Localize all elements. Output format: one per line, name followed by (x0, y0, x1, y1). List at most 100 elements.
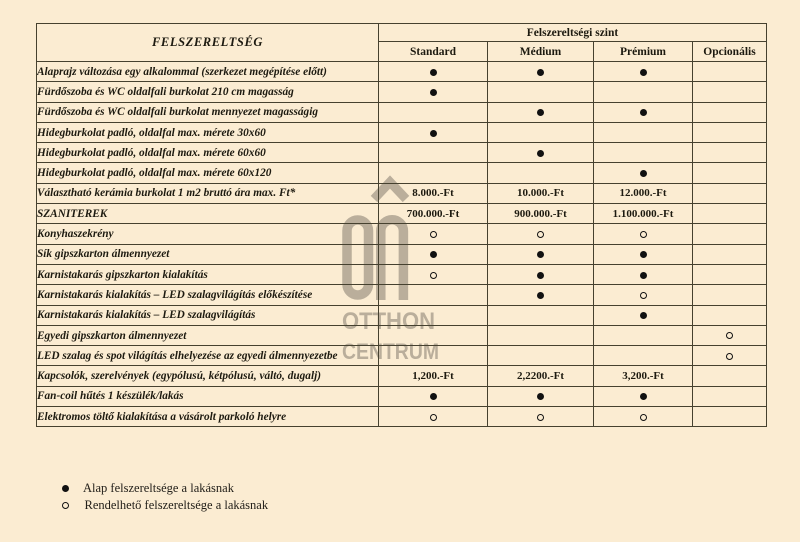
level-cell (487, 101, 594, 123)
level-cell (692, 406, 767, 428)
row-label: Kapcsolók, szerelvények (egypólusú, kétp… (36, 365, 379, 387)
filled-dot-marker (537, 291, 544, 299)
level-cell (593, 263, 693, 286)
header-standard: Standard (378, 41, 488, 62)
level-cell (692, 284, 767, 306)
price-cell: 700.000.-Ft (378, 203, 488, 225)
level-cell (692, 324, 767, 347)
level-cell (487, 324, 594, 347)
level-cell (487, 304, 594, 326)
filled-dot-marker (537, 393, 544, 401)
level-cell (487, 385, 594, 408)
table-body: Alaprajz változása egy alkalommal (szerk… (36, 60, 767, 428)
filled-dot-marker (639, 312, 647, 320)
table-row: Alaprajz változása egy alkalommal (szerk… (36, 60, 767, 83)
table-row: Elektromos töltő kialakítása a vásárolt … (36, 406, 767, 428)
row-label: Karnistakarás kialakítás – LED szalagvil… (36, 284, 379, 306)
level-cell (593, 304, 693, 326)
level-cell (692, 385, 767, 408)
level-cell (378, 385, 488, 408)
level-cell (692, 60, 767, 83)
filled-dot-marker (429, 393, 437, 401)
level-cell (378, 121, 488, 144)
level-cell (593, 345, 693, 367)
level-cell (692, 162, 767, 184)
header-felszereltsegi-szint: Felszereltségi szint (378, 23, 767, 42)
filled-dot-marker (429, 129, 437, 137)
open-dot-marker (429, 271, 437, 279)
table-row: Fürdőszoba és WC oldalfali burkolat 210 … (36, 81, 767, 103)
table-row: Választható kerámia burkolat 1 m2 bruttó… (36, 182, 767, 205)
level-cell (487, 60, 594, 83)
filled-dot-marker (639, 271, 647, 279)
level-cell (692, 81, 767, 103)
level-cell (378, 223, 488, 245)
level-cell (487, 284, 594, 306)
row-label: Konyhaszekrény (36, 223, 379, 245)
open-dot-marker (639, 291, 647, 299)
level-cell (487, 263, 594, 286)
level-cell (593, 101, 693, 123)
level-cell (692, 142, 767, 164)
row-label: Fan-coil hűtés 1 készülék/lakás (36, 385, 379, 408)
legend-base-label: Alap felszereltsége a lakásnak (83, 481, 234, 495)
row-label: LED szalag és spot világítás elhelyezése… (36, 345, 379, 367)
level-cell (378, 324, 488, 347)
table-row: Fürdőszoba és WC oldalfali burkolat menn… (36, 101, 767, 123)
open-dot-icon (62, 502, 69, 509)
price-cell: 900.000.-Ft (487, 203, 594, 225)
price-cell: 10.000.-Ft (487, 182, 594, 205)
filled-dot-marker (537, 68, 544, 76)
header-medium: Médium (487, 41, 594, 62)
table-row: Karnistakarás gipszkarton kialakítás (36, 263, 767, 286)
row-label: Egyedi gipszkarton álmennyezet (36, 324, 379, 347)
row-label: Hidegburkolat padló, oldalfal max. méret… (36, 121, 379, 144)
open-dot-marker (726, 332, 733, 340)
level-cell (692, 182, 767, 205)
row-label: Alaprajz változása egy alkalommal (szerk… (36, 60, 379, 83)
filled-dot-marker (537, 271, 544, 279)
open-dot-marker (537, 230, 544, 238)
open-dot-marker (429, 413, 437, 421)
level-cell (692, 223, 767, 245)
level-cell (692, 101, 767, 123)
level-cell (378, 406, 488, 428)
level-cell (487, 223, 594, 245)
level-cell (487, 162, 594, 184)
level-cell (378, 101, 488, 123)
level-cell (692, 243, 767, 265)
filled-dot-marker (639, 251, 647, 259)
level-cell (593, 324, 693, 347)
level-cell (692, 304, 767, 326)
open-dot-marker (429, 230, 437, 238)
price-cell: 3,200.-Ft (593, 365, 693, 387)
row-label: SZANITEREK (36, 203, 379, 225)
table-row: Sík gipszkarton álmennyezet (36, 243, 767, 265)
filled-dot-marker (429, 88, 437, 96)
legend: Alap felszereltsége a lakásnak Rendelhet… (62, 480, 268, 514)
filled-dot-marker (537, 251, 544, 259)
table-row: Karnistakarás kialakítás – LED szalagvil… (36, 304, 767, 326)
filled-dot-marker (429, 251, 437, 259)
level-cell (593, 81, 693, 103)
legend-item-base: Alap felszereltsége a lakásnak (62, 480, 268, 497)
table-row: Hidegburkolat padló, oldalfal max. méret… (36, 142, 767, 164)
row-label: Hidegburkolat padló, oldalfal max. méret… (36, 142, 379, 164)
filled-dot-marker (537, 149, 544, 157)
level-cell (378, 263, 488, 286)
level-cell (487, 406, 594, 428)
filled-dot-marker (639, 68, 647, 76)
level-cell (378, 162, 488, 184)
level-cell (593, 121, 693, 144)
level-cell (593, 406, 693, 428)
level-cell (593, 243, 693, 265)
level-cell (378, 142, 488, 164)
level-cell (593, 162, 693, 184)
table-row: LED szalag és spot világítás elhelyezése… (36, 345, 767, 367)
row-label: Fürdőszoba és WC oldalfali burkolat menn… (36, 101, 379, 123)
table-row: Konyhaszekrény (36, 223, 767, 245)
level-cell (378, 345, 488, 367)
table-header-row-group: FELSZERELTSÉG Felszereltségi szint (36, 23, 767, 62)
